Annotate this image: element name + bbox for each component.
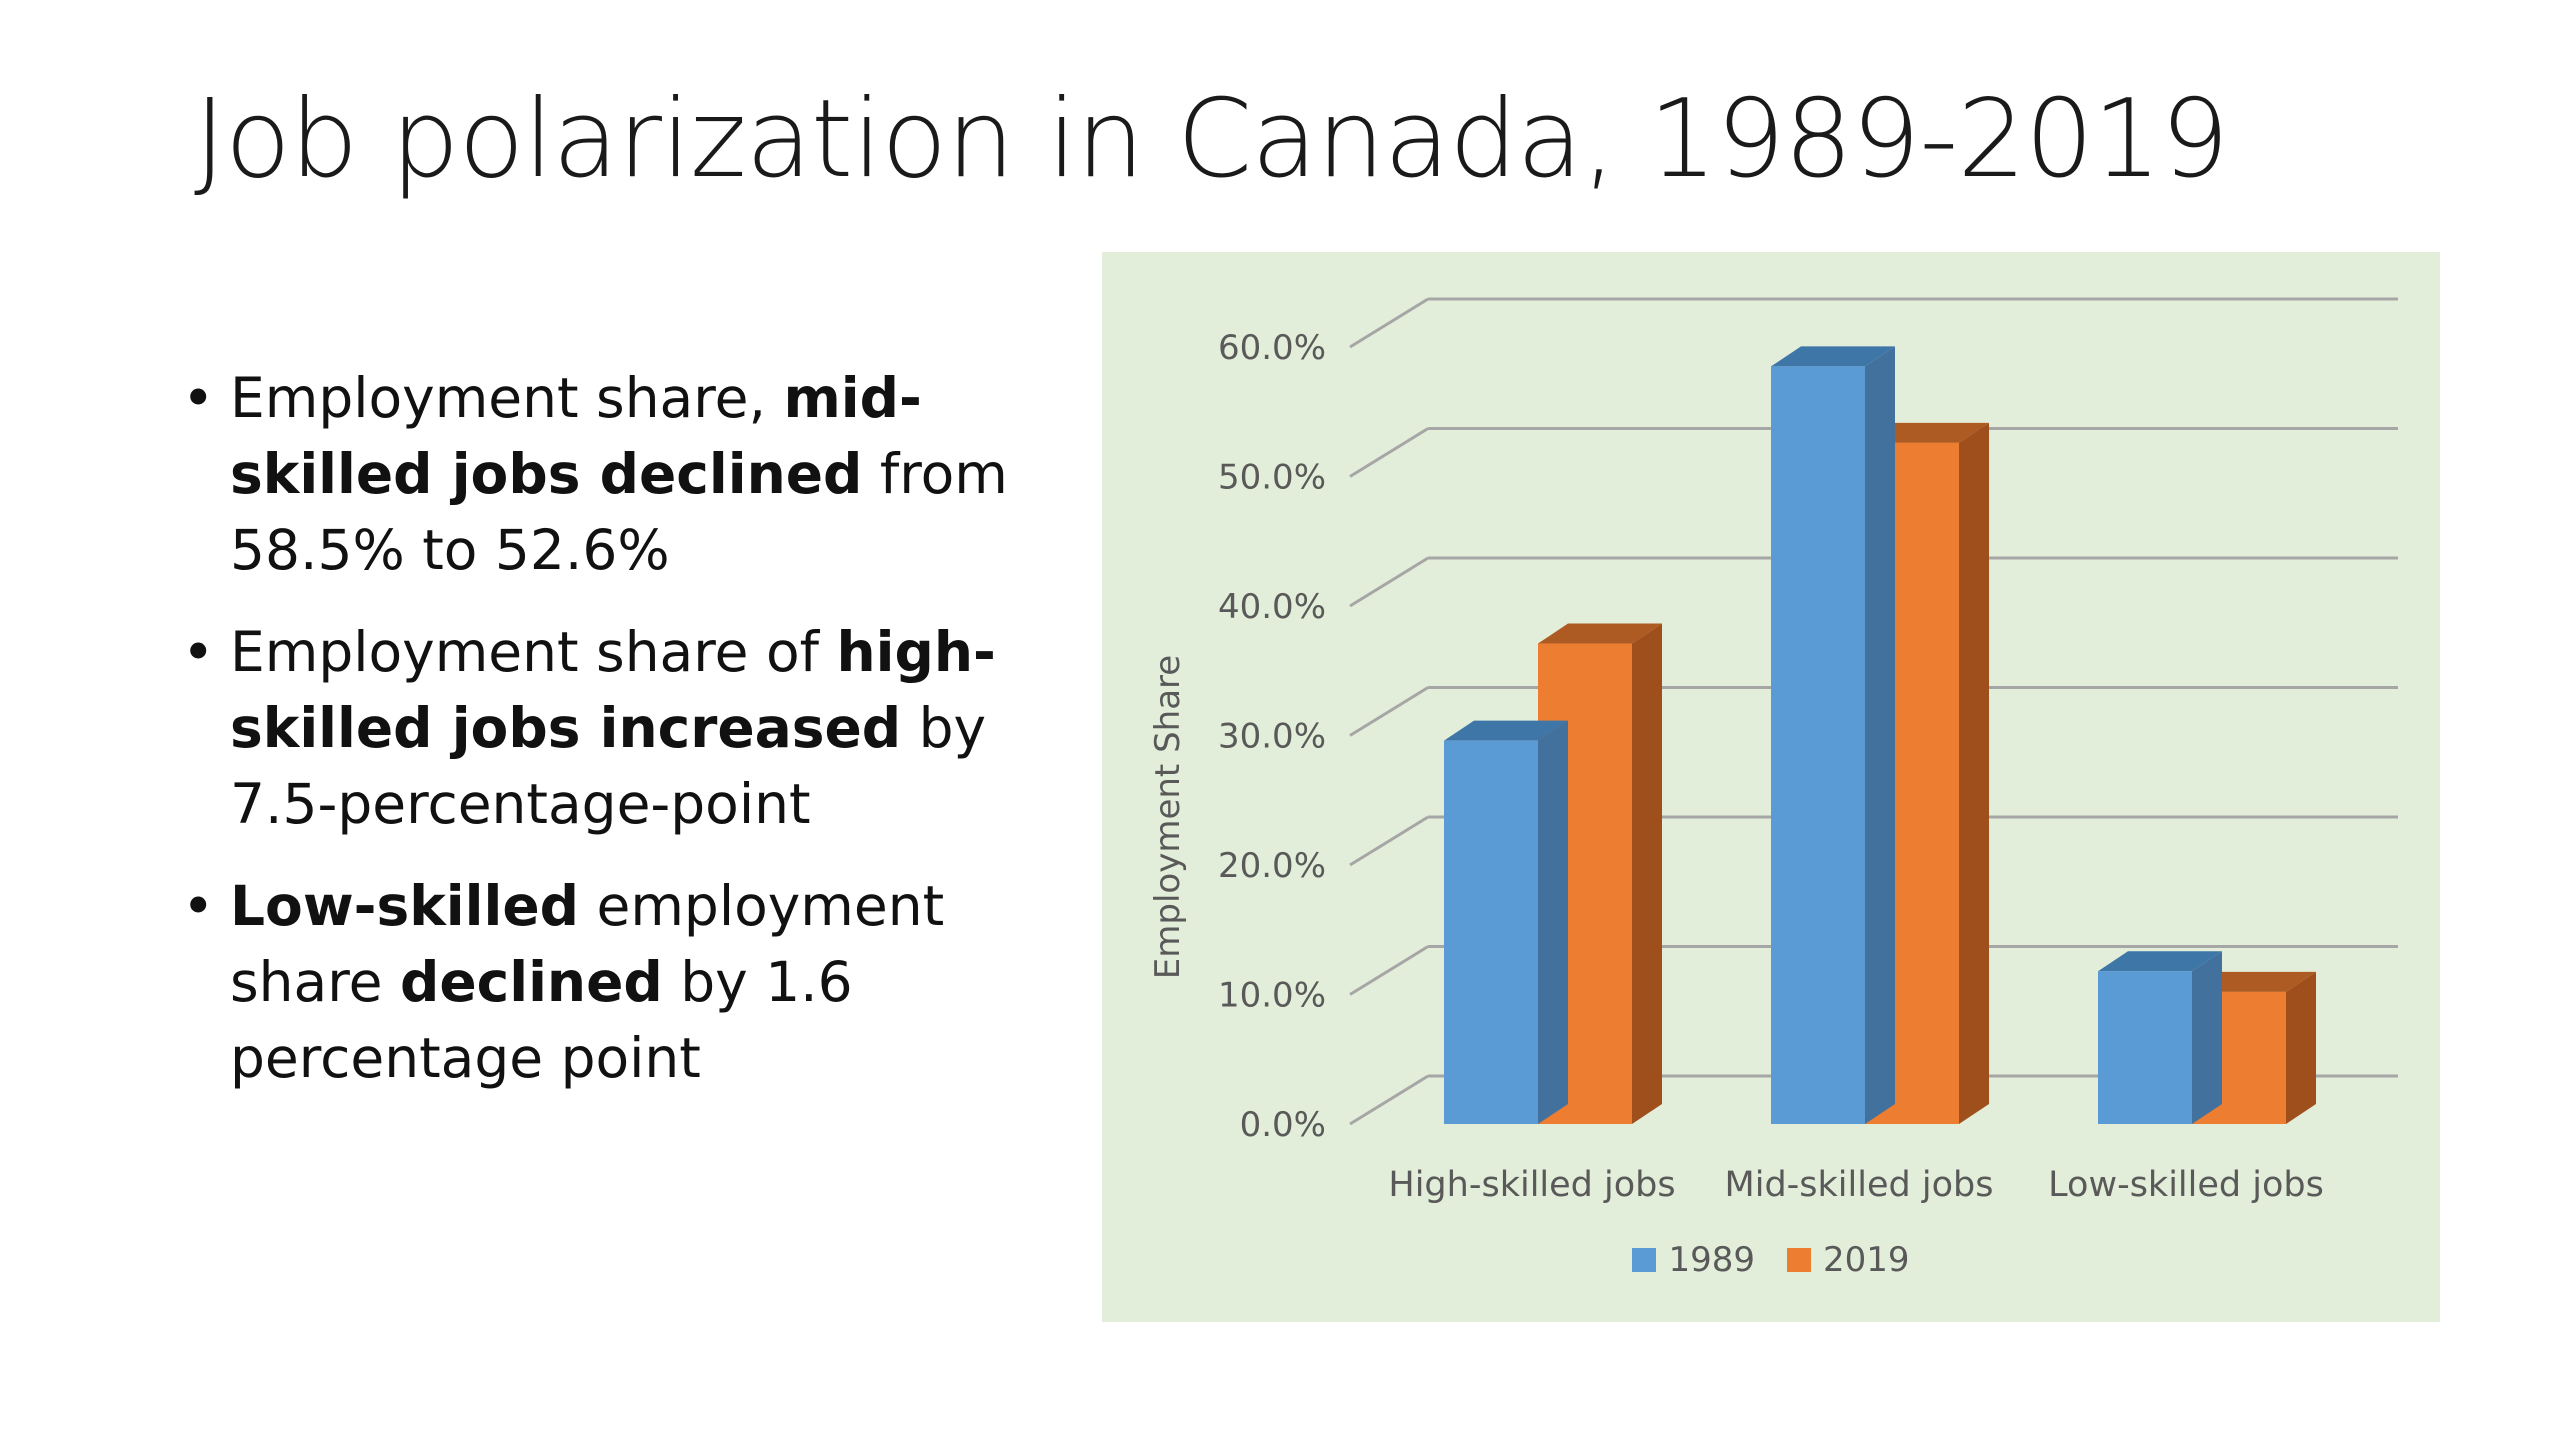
gridline-diagonal [1349,815,1429,867]
y-tick-label: 10.0% [1218,976,1326,1016]
bar-side [1865,346,1895,1124]
y-tick-label: 50.0% [1218,458,1326,498]
gridline-diagonal [1349,945,1429,996]
bar-top [2098,951,2222,972]
bullet-item: • Low-skilled employment share declined b… [170,868,1090,1096]
bullet-emphasis: high-skilled jobs increased [230,620,996,760]
bar-top [1444,720,1568,741]
bullet-list: • Employment share, mid-skilled jobs decl… [170,360,1090,1122]
bullet-item: • Employment share of high-skilled jobs i… [170,614,1090,842]
legend-label: 2019 [1823,1240,1910,1280]
bar-side [2192,951,2222,1124]
bar-1989-0 [1444,740,1538,1124]
bullet-text: Employment share of [230,620,837,684]
bar-top [2192,971,2316,992]
gridline-diagonal [1349,556,1429,608]
bar-side [1959,422,1989,1124]
y-tick-label: 20.0% [1218,846,1326,886]
gridline-diagonal [1349,686,1429,737]
y-tick-label: 60.0% [1218,328,1326,368]
bullet-text: by 7.5-percentage-point [230,696,987,836]
y-tick-label: 30.0% [1218,717,1326,757]
legend-label: 1989 [1668,1240,1755,1280]
bullet-emphasis: declined [399,950,663,1014]
chart-legend: 1989 2019 [1102,1240,2440,1280]
slide-title: Job polarization in Canada, 1989-2019 [194,77,2229,202]
gridline-diagonal [1349,1074,1429,1126]
bar-side [1632,623,1662,1124]
bar-1989-2 [2098,971,2192,1124]
x-tick-label: Mid-skilled jobs [1725,1165,1994,1205]
bar-side [1538,720,1568,1124]
bullet-text: Employment share, [230,366,784,430]
bar-chart: 0.0% 10.0% 20.0% 30.0% 40.0% 50.0% 60.0% Employ… [1148,297,2398,1205]
y-tick-label: 0.0% [1240,1105,1326,1145]
bullet-marker: • [182,874,215,938]
bar-top [1771,346,1895,367]
bar-top [1538,623,1662,644]
bullet-emphasis: Low-skilled [230,874,580,938]
bullet-text: from 58.5% to 52.6% [230,442,1008,582]
bullet-text: employment share [230,874,945,1014]
legend-swatch [1787,1248,1811,1272]
y-tick-label: 40.0% [1218,587,1326,627]
x-tick-label: Low-skilled jobs [2048,1165,2324,1205]
legend-item: 1989 [1632,1240,1755,1280]
legend-swatch [1632,1248,1657,1272]
bar-side [2286,971,2316,1124]
bullet-emphasis: mid-skilled jobs declined [230,366,922,506]
legend-item: 2019 [1787,1240,1910,1280]
bullet-text: by 1.6 percentage point [230,950,853,1090]
gridline-diagonal [1349,297,1429,349]
x-tick-label: High-skilled jobs [1388,1165,1675,1205]
bullet-marker: • [182,366,215,430]
chart-panel: 0.0% 10.0% 20.0% 30.0% 40.0% 50.0% 60.0% Employ… [1102,252,2440,1322]
bullet-item: • Employment share, mid-skilled jobs decl… [170,360,1090,588]
gridline-diagonal [1349,427,1429,478]
bullet-marker: • [182,620,215,684]
y-axis-title: Employment Share [1148,655,1188,979]
bar-top [1865,422,1989,443]
bar-1989-1 [1771,366,1865,1124]
